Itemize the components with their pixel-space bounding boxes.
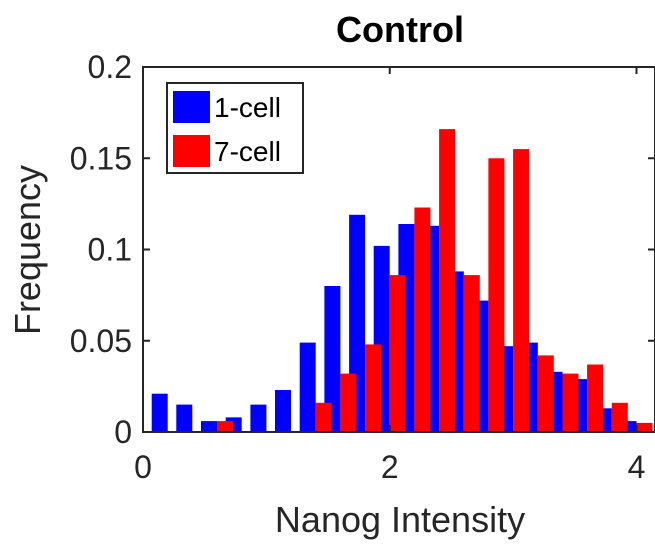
legend-label-7-cell: 7-cell [214,136,281,167]
bar-7-cell-19 [636,422,653,432]
y-tick-label: 0.2 [88,49,132,85]
bars-group [151,129,653,433]
bar-1-cell-0 [151,393,168,432]
bar-1-cell-5 [275,390,291,432]
x-tick-label: 2 [381,449,399,485]
bar-1-cell-4 [250,404,267,432]
bar-7-cell-2 [217,421,233,432]
bar-7-cell-11 [439,129,456,432]
bar-1-cell-19 [620,421,637,432]
bar-7-cell-13 [488,158,505,433]
bar-7-cell-12 [463,275,480,432]
bar-7-cell-8 [365,344,382,432]
bar-7-cell-10 [414,207,431,432]
bar-7-cell-17 [587,364,604,432]
bar-7-cell-7 [340,373,357,432]
legend-swatch-1-cell [173,91,210,123]
bar-7-cell-14 [513,149,530,432]
y-tick-label: 0.15 [70,140,132,176]
y-axis-title: Frequency [7,165,48,335]
bar-7-cell-6 [315,402,332,432]
chart-title: Control [336,9,464,50]
bar-1-cell-1 [176,404,193,432]
bar-7-cell-18 [611,402,628,432]
bar-7-cell-15 [537,355,554,432]
y-tick-label: 0 [114,414,132,450]
y-tick-label: 0.05 [70,323,132,359]
legend: 1-cell 7-cell [166,82,304,174]
y-tick-label: 0.1 [88,232,132,268]
bar-7-cell-9 [389,275,406,432]
bar-1-cell-6 [299,342,316,432]
legend-swatch-7-cell [173,135,210,167]
x-tick-label: 0 [134,449,152,485]
bar-7-cell-16 [562,373,579,432]
bar-1-cell-2 [201,421,217,432]
ticks-group: 0 2 4 0 0.05 0.1 0.15 0.2 [70,49,655,485]
x-axis-title: Nanog Intensity [275,499,525,540]
x-tick-label: 4 [628,449,646,485]
legend-label-1-cell: 1-cell [214,92,281,123]
bar-1-cell-7 [324,286,341,432]
